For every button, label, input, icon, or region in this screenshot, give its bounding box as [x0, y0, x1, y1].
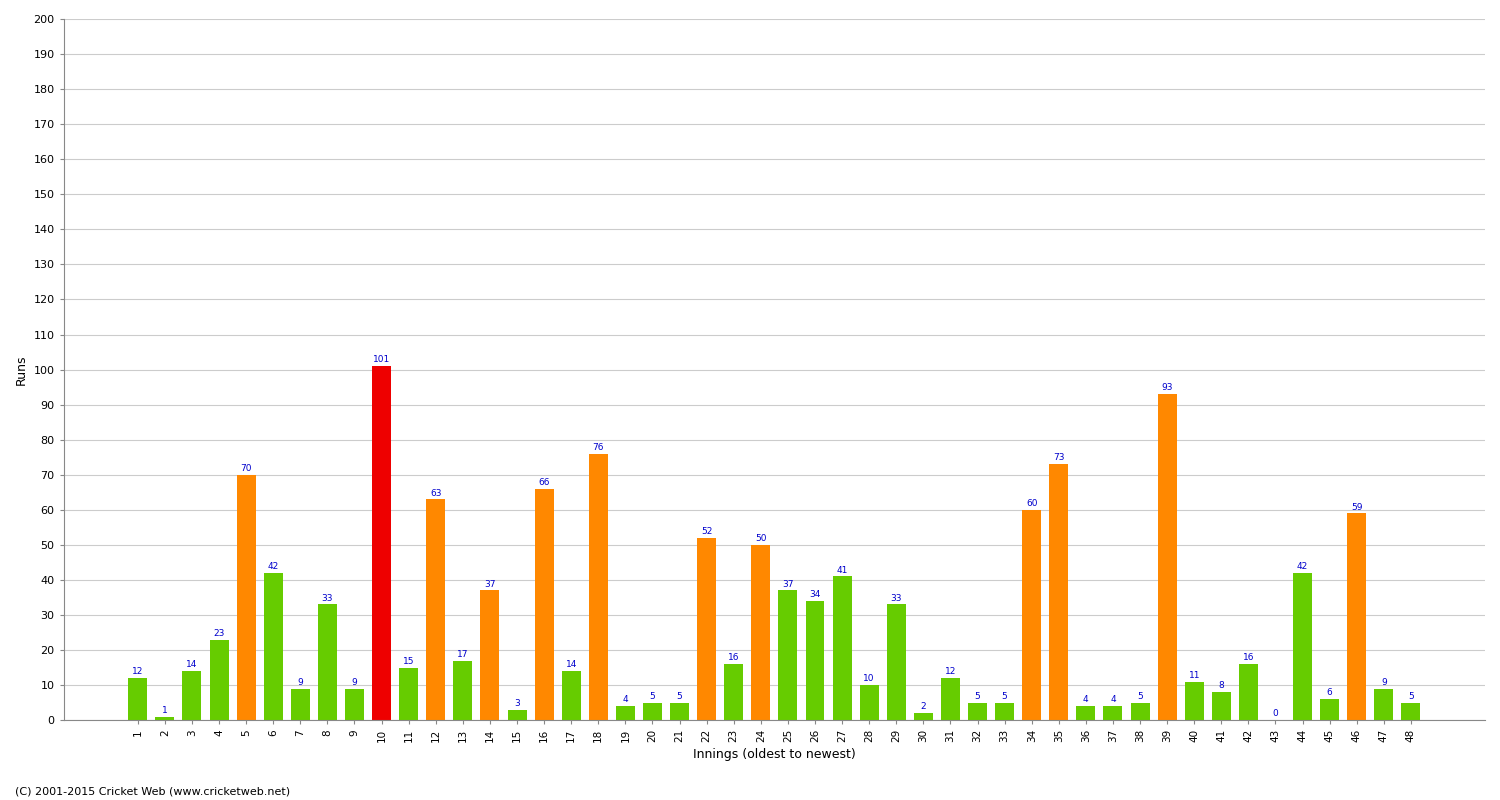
Text: 70: 70 — [240, 464, 252, 473]
Text: 12: 12 — [945, 667, 956, 676]
Bar — [372, 366, 392, 720]
Text: 12: 12 — [132, 667, 144, 676]
Bar — [724, 664, 742, 720]
Text: 8: 8 — [1218, 682, 1224, 690]
Bar — [940, 678, 960, 720]
Bar — [886, 605, 906, 720]
Text: 15: 15 — [404, 657, 414, 666]
Bar — [806, 601, 825, 720]
Text: 3: 3 — [514, 699, 520, 708]
Text: 5: 5 — [1408, 692, 1414, 701]
Text: 37: 37 — [484, 580, 495, 589]
Bar — [1050, 464, 1068, 720]
Text: 33: 33 — [891, 594, 902, 602]
Text: 23: 23 — [213, 629, 225, 638]
Text: 34: 34 — [810, 590, 820, 599]
Bar — [561, 671, 580, 720]
Text: 14: 14 — [186, 660, 198, 670]
Text: 6: 6 — [1328, 688, 1332, 698]
X-axis label: Innings (oldest to newest): Innings (oldest to newest) — [693, 748, 855, 761]
Text: 1: 1 — [162, 706, 168, 715]
Bar — [156, 717, 174, 720]
Text: 16: 16 — [1242, 654, 1254, 662]
Text: 73: 73 — [1053, 454, 1065, 462]
Text: 42: 42 — [1298, 562, 1308, 571]
Text: 5: 5 — [650, 692, 656, 701]
Bar — [1212, 692, 1231, 720]
Text: 60: 60 — [1026, 499, 1038, 508]
Bar — [1022, 510, 1041, 720]
Text: 63: 63 — [430, 489, 441, 498]
Bar — [833, 577, 852, 720]
Text: 4: 4 — [1110, 695, 1116, 704]
Bar — [1374, 689, 1394, 720]
Bar — [859, 685, 879, 720]
Bar — [968, 702, 987, 720]
Bar — [264, 573, 282, 720]
Bar — [291, 689, 310, 720]
Bar — [480, 590, 500, 720]
Bar — [670, 702, 688, 720]
Bar — [1185, 682, 1203, 720]
Text: 16: 16 — [728, 654, 740, 662]
Text: 101: 101 — [374, 355, 390, 364]
Bar — [616, 706, 634, 720]
Bar — [210, 639, 228, 720]
Text: 52: 52 — [700, 527, 712, 536]
Text: 17: 17 — [458, 650, 468, 659]
Bar — [1077, 706, 1095, 720]
Text: 9: 9 — [1382, 678, 1386, 687]
Bar — [778, 590, 798, 720]
Text: 9: 9 — [297, 678, 303, 687]
Text: 59: 59 — [1352, 502, 1362, 511]
Text: 66: 66 — [538, 478, 550, 487]
Text: 41: 41 — [837, 566, 848, 574]
Text: 42: 42 — [267, 562, 279, 571]
Bar — [1401, 702, 1420, 720]
Bar — [1158, 394, 1176, 720]
Bar — [1239, 664, 1258, 720]
Text: 5: 5 — [975, 692, 981, 701]
Bar — [183, 671, 201, 720]
Bar — [590, 454, 608, 720]
Bar — [453, 661, 472, 720]
Text: 37: 37 — [782, 580, 794, 589]
Text: 4: 4 — [622, 695, 628, 704]
Bar — [994, 702, 1014, 720]
Text: 0: 0 — [1272, 710, 1278, 718]
Bar — [426, 499, 445, 720]
Bar — [698, 538, 715, 720]
Text: 5: 5 — [1137, 692, 1143, 701]
Bar — [129, 678, 147, 720]
Bar — [1293, 573, 1312, 720]
Bar — [318, 605, 338, 720]
Text: 11: 11 — [1188, 671, 1200, 680]
Bar — [345, 689, 364, 720]
Text: 33: 33 — [321, 594, 333, 602]
Text: 5: 5 — [676, 692, 682, 701]
Bar — [1347, 514, 1366, 720]
Text: 4: 4 — [1083, 695, 1089, 704]
Text: 93: 93 — [1161, 383, 1173, 392]
Bar — [507, 710, 526, 720]
Bar — [1131, 702, 1149, 720]
Bar — [644, 702, 662, 720]
Text: 5: 5 — [1002, 692, 1008, 701]
Y-axis label: Runs: Runs — [15, 354, 28, 385]
Bar — [1320, 699, 1340, 720]
Bar — [914, 713, 933, 720]
Text: (C) 2001-2015 Cricket Web (www.cricketweb.net): (C) 2001-2015 Cricket Web (www.cricketwe… — [15, 786, 290, 796]
Text: 2: 2 — [921, 702, 926, 711]
Text: 10: 10 — [864, 674, 874, 683]
Bar — [1104, 706, 1122, 720]
Bar — [752, 545, 771, 720]
Bar — [399, 667, 418, 720]
Text: 9: 9 — [351, 678, 357, 687]
Text: 76: 76 — [592, 443, 604, 452]
Bar — [534, 489, 554, 720]
Text: 50: 50 — [754, 534, 766, 543]
Bar — [237, 474, 255, 720]
Text: 14: 14 — [566, 660, 578, 670]
